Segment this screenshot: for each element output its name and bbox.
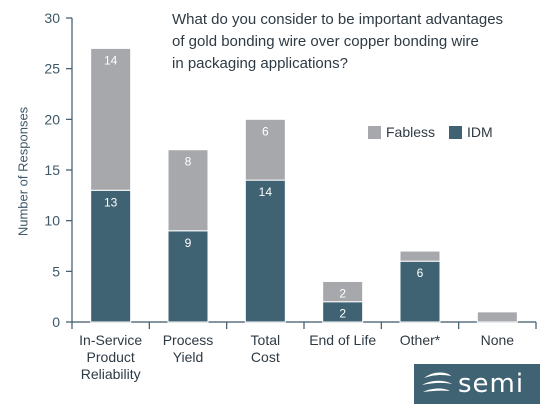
x-tick-label-line: In-Service bbox=[79, 332, 142, 348]
bar-idm bbox=[244, 179, 286, 323]
x-tick-label: None bbox=[481, 332, 515, 348]
x-tick-label-line: Cost bbox=[251, 349, 280, 365]
y-tick-label: 25 bbox=[44, 61, 60, 77]
chart-title: What do you consider to be important adv… bbox=[172, 11, 504, 72]
bar-value-label: 14 bbox=[259, 185, 273, 199]
bar-value-label: 14 bbox=[104, 53, 118, 67]
bar-value-label: 8 bbox=[185, 155, 192, 169]
bar-value-label: 9 bbox=[185, 236, 192, 250]
y-tick-label: 5 bbox=[52, 263, 60, 279]
bar-fabless bbox=[167, 149, 209, 232]
x-tick-label-line: Other* bbox=[400, 332, 441, 348]
y-tick-label: 20 bbox=[44, 111, 60, 127]
bar-fabless bbox=[322, 280, 364, 303]
x-tick-label: Other* bbox=[400, 332, 441, 348]
x-tick-label-line: Yield bbox=[173, 349, 204, 365]
x-tick-label-line: Product bbox=[87, 349, 135, 365]
bar-fabless bbox=[90, 47, 132, 191]
bar-value-label: 13 bbox=[104, 195, 118, 209]
x-tick-label: In-Service Product Reliability bbox=[79, 332, 142, 382]
bar-fabless bbox=[399, 250, 441, 262]
x-tick-label-line: Total bbox=[251, 332, 281, 348]
legend-item-fabless: Fabless bbox=[368, 124, 435, 140]
bar-value-label: 2 bbox=[339, 307, 346, 321]
y-tick-label: 0 bbox=[52, 314, 60, 330]
bar-idm bbox=[399, 260, 441, 323]
bar-fabless bbox=[244, 118, 286, 181]
y-tick-label: 10 bbox=[44, 213, 60, 229]
x-tick-label: Process Yield bbox=[163, 332, 214, 365]
bar-idm bbox=[90, 189, 132, 323]
x-tick-label: End of Life bbox=[309, 332, 376, 348]
semi-logo: semi bbox=[414, 364, 540, 404]
legend: Fabless IDM bbox=[368, 124, 507, 140]
semi-swirl-icon bbox=[422, 372, 452, 392]
y-axis-label: Number of Responses bbox=[15, 106, 31, 237]
logo-text: semi bbox=[458, 369, 525, 399]
y-tick-label: 15 bbox=[44, 162, 60, 178]
x-tick-label-line: Process bbox=[163, 332, 214, 348]
bar-value-label: 2 bbox=[339, 286, 346, 300]
bar-value-label: 6 bbox=[262, 124, 269, 138]
legend-swatch-idm bbox=[449, 125, 463, 139]
bar-value-label: 6 bbox=[417, 266, 424, 280]
legend-label-fabless: Fabless bbox=[386, 124, 436, 140]
bar-fabless bbox=[476, 311, 518, 323]
x-tick-label-line: End of Life bbox=[309, 332, 376, 348]
legend-item-idm: IDM bbox=[449, 124, 493, 140]
y-tick-label: 30 bbox=[44, 10, 60, 26]
x-tick-label-line: None bbox=[481, 332, 515, 348]
legend-swatch-fabless bbox=[368, 125, 381, 139]
x-tick-label: Total Cost bbox=[251, 332, 281, 365]
x-tick-label-line: Reliability bbox=[81, 366, 141, 382]
legend-label-idm: IDM bbox=[467, 124, 493, 140]
